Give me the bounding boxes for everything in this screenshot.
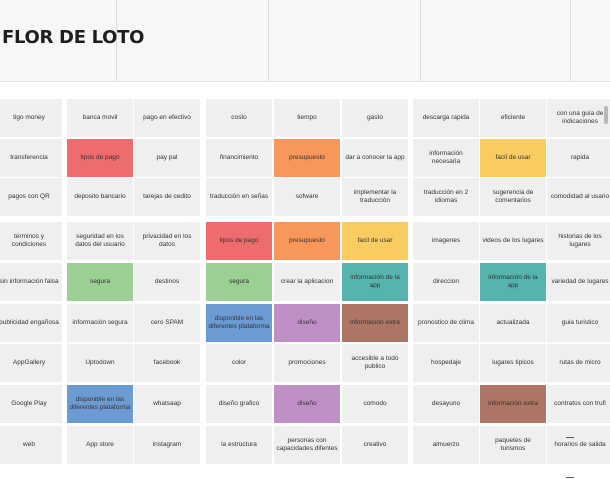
sticky-note[interactable]: presupuesto (274, 222, 340, 260)
sticky-note[interactable]: banca movil (67, 99, 133, 137)
sticky-note[interactable]: disponible en las diferentes plataforma (206, 304, 272, 342)
sticky-note[interactable]: información extra (342, 304, 408, 342)
sticky-note[interactable]: costo (206, 99, 272, 137)
frame-divider (268, 0, 269, 81)
sticky-note[interactable]: direccion (413, 263, 479, 301)
sticky-note[interactable]: desayuno (413, 385, 479, 423)
sticky-note[interactable]: lugares tipicos (480, 344, 546, 382)
sticky-note[interactable]: actualizada (480, 304, 546, 342)
sticky-note[interactable]: destinos (134, 263, 200, 301)
sticky-note[interactable]: pagos con QR (0, 178, 62, 216)
sticky-note[interactable]: información extra (480, 385, 546, 423)
sticky-note[interactable]: hospedaje (413, 344, 479, 382)
sticky-note[interactable]: cero SPAM (134, 304, 200, 342)
sticky-note[interactable]: diseño grafico (206, 385, 272, 423)
sticky-note[interactable]: pronostico de clima (413, 304, 479, 342)
sticky-note[interactable]: tipos de pago (206, 222, 272, 260)
sticky-note[interactable]: información necesaria (413, 139, 479, 177)
sticky-note[interactable]: la estructura (206, 426, 272, 464)
frame-divider (570, 0, 571, 81)
sticky-note[interactable]: eficiente (480, 99, 546, 137)
sticky-note[interactable]: seguridad en los datos del usuario (67, 222, 133, 260)
edge-marker (566, 477, 574, 478)
sticky-note[interactable]: color (206, 344, 272, 382)
sticky-note[interactable]: términos y condiciones (0, 222, 62, 260)
sticky-note[interactable]: almuerzo (413, 426, 479, 464)
sticky-note[interactable]: facil de usar (480, 139, 546, 177)
sticky-note[interactable]: diseño (274, 304, 340, 342)
sticky-note[interactable]: sin información falsa (0, 263, 62, 301)
sticky-note[interactable]: rutas de micro (547, 344, 610, 382)
sticky-note[interactable]: sofware (274, 178, 340, 216)
sticky-note[interactable]: Google Play (0, 385, 62, 423)
sticky-note[interactable]: transferencia (0, 139, 62, 177)
sticky-note[interactable]: web (0, 426, 62, 464)
sticky-note[interactable]: App store (67, 426, 133, 464)
sticky-note[interactable]: comodidad al usario (547, 178, 610, 216)
sticky-note[interactable]: información de la app (342, 263, 408, 301)
sticky-note[interactable]: comodo (342, 385, 408, 423)
sticky-note[interactable]: diseño (274, 385, 340, 423)
sticky-note[interactable]: pay pal (134, 139, 200, 177)
sticky-note[interactable]: financimiento (206, 139, 272, 177)
sticky-note[interactable]: descarga rapida (413, 99, 479, 137)
sticky-note[interactable]: deposito bancario (67, 178, 133, 216)
board-title: FLOR DE LOTO (2, 27, 145, 48)
sticky-note[interactable]: creativo (342, 426, 408, 464)
sticky-note[interactable]: implementar la traducción (342, 178, 408, 216)
frame-divider (116, 0, 117, 81)
sticky-note[interactable]: AppGallery (0, 344, 62, 382)
sticky-note[interactable]: gasto (342, 99, 408, 137)
frame-divider (420, 0, 421, 81)
sticky-note[interactable]: tiempo (274, 99, 340, 137)
sticky-note[interactable]: crear la aplicacion (274, 263, 340, 301)
sticky-note[interactable]: videos de los lugares (480, 222, 546, 260)
sticky-note[interactable]: paquetes de turismos (480, 426, 546, 464)
board-header: FLOR DE LOTO (0, 0, 610, 81)
sticky-note[interactable]: tipos de pago (67, 139, 133, 177)
sticky-note[interactable]: privacidad en los datos (134, 222, 200, 260)
sticky-note[interactable]: información segura (67, 304, 133, 342)
sticky-note[interactable]: facil de usar (342, 222, 408, 260)
sticky-note[interactable]: guia turistico (547, 304, 610, 342)
sticky-note[interactable]: horarios de salida (547, 426, 610, 464)
sticky-note[interactable]: Uptodown (67, 344, 133, 382)
sticky-note[interactable]: promociones (274, 344, 340, 382)
sticky-note[interactable]: disponible en las diferentes plataforma (67, 385, 133, 423)
sticky-note[interactable]: tarejas de cedito (134, 178, 200, 216)
sticky-note[interactable]: con una guía de indicaciones (547, 99, 610, 137)
sticky-note[interactable]: facebook (134, 344, 200, 382)
sticky-note[interactable]: whatsaap (134, 385, 200, 423)
vertical-scrollbar[interactable] (604, 106, 608, 124)
sticky-note[interactable]: historias de los lugares (547, 222, 610, 260)
sticky-note[interactable]: instagram (134, 426, 200, 464)
sticky-note-grid: tigo money banca movil pago en efectivo cos… (0, 82, 610, 480)
edge-marker (566, 437, 574, 438)
sticky-note[interactable]: segura (67, 263, 133, 301)
sticky-note[interactable]: segura (206, 263, 272, 301)
sticky-note[interactable]: traducción en señas (206, 178, 272, 216)
sticky-note[interactable]: dar a conocer la app (342, 139, 408, 177)
sticky-note[interactable]: pago en efectivo (134, 99, 200, 137)
sticky-note[interactable]: personas con capacidades difentes (274, 426, 340, 464)
sticky-note[interactable]: variedad de lugares (547, 263, 610, 301)
sticky-note[interactable]: traducción en 2 idiomas (413, 178, 479, 216)
sticky-note[interactable]: contratos con trufi (547, 385, 610, 423)
sticky-note[interactable]: publicidad engañosa (0, 304, 62, 342)
sticky-note[interactable]: sugerencia de comentarios (480, 178, 546, 216)
sticky-note[interactable]: rapida (547, 139, 610, 177)
sticky-note[interactable]: información de la app (480, 263, 546, 301)
sticky-note[interactable]: imagenes (413, 222, 479, 260)
sticky-note[interactable]: tigo money (0, 99, 62, 137)
sticky-note[interactable]: presupuesto (274, 139, 340, 177)
sticky-note[interactable]: accesible a todo publico (342, 344, 408, 382)
